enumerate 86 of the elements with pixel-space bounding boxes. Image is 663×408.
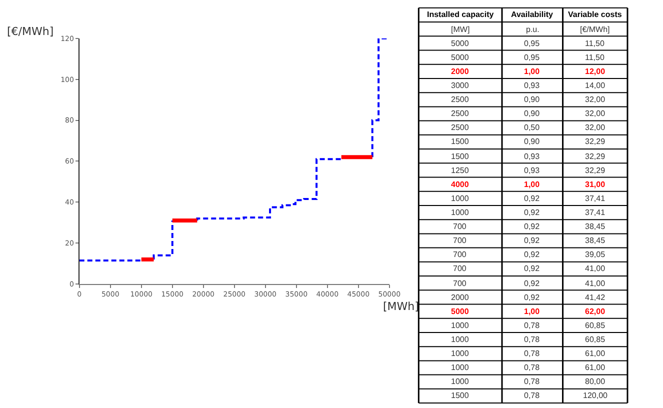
text: 0,78 xyxy=(524,335,540,344)
text: [MW] xyxy=(451,25,470,34)
text: 0,93 xyxy=(524,152,540,161)
text: 1000 xyxy=(451,208,469,217)
text: 4000 xyxy=(451,180,469,189)
text: 5000 xyxy=(451,307,469,316)
text: 11,50 xyxy=(585,39,604,48)
text: 1,00 xyxy=(524,307,540,316)
text: 0,93 xyxy=(524,81,540,90)
text: 1000 xyxy=(451,349,469,358)
text: 37,41 xyxy=(585,194,606,203)
text: 0,78 xyxy=(524,349,540,358)
text: 0,92 xyxy=(524,264,540,273)
text: 0,90 xyxy=(524,137,540,146)
text: 38,45 xyxy=(585,222,606,231)
text: [€/MWh] xyxy=(580,25,610,34)
text: 700 xyxy=(453,279,466,288)
text: 2500 xyxy=(451,95,469,104)
text: 60,85 xyxy=(585,321,606,330)
text: 700 xyxy=(453,236,466,245)
y-axis-title: [€/MWh] xyxy=(7,25,54,38)
text: 1000 xyxy=(451,377,469,386)
text: 1500 xyxy=(451,152,469,161)
text: 11,50 xyxy=(585,53,604,62)
text: 0,95 xyxy=(524,53,540,62)
text: 41,42 xyxy=(585,293,606,302)
text: 1500 xyxy=(451,391,469,400)
text: 2000 xyxy=(451,67,469,76)
text: 31,00 xyxy=(585,180,606,189)
text: 0,92 xyxy=(524,250,540,259)
text: Availability xyxy=(511,10,553,19)
text: 0,92 xyxy=(524,293,540,302)
text: 3000 xyxy=(451,81,469,90)
text: 0,93 xyxy=(524,166,540,175)
text: 2000 xyxy=(451,293,469,302)
text: 1,00 xyxy=(524,67,540,76)
text: 2500 xyxy=(451,109,469,118)
text: 0,78 xyxy=(524,377,540,386)
text: 0,92 xyxy=(524,279,540,288)
text: 0,50 xyxy=(524,123,540,132)
text: 1000 xyxy=(451,194,469,203)
text: 39,05 xyxy=(585,250,606,259)
text: 32,29 xyxy=(585,152,606,161)
text: 38,45 xyxy=(585,236,606,245)
text: 0,78 xyxy=(524,321,540,330)
text: 0,92 xyxy=(524,194,540,203)
text: 700 xyxy=(453,222,466,231)
text: p.u. xyxy=(526,25,540,34)
text: 5000 xyxy=(451,39,469,48)
text: 1500 xyxy=(451,137,469,146)
text: 61,00 xyxy=(585,349,606,358)
text: 700 xyxy=(453,250,466,259)
text: 12,00 xyxy=(585,67,606,76)
text: 0,90 xyxy=(524,109,540,118)
text: 32,00 xyxy=(585,95,606,104)
text: 61,00 xyxy=(585,363,606,372)
text: 0,78 xyxy=(524,391,540,400)
text: 37,41 xyxy=(585,208,606,217)
text: 32,29 xyxy=(585,166,606,175)
text: 1000 xyxy=(451,335,469,344)
x-axis-title: [MWh] xyxy=(383,300,419,313)
text: 0,90 xyxy=(524,95,540,104)
text: 32,00 xyxy=(585,109,606,118)
text: 41,00 xyxy=(585,264,606,273)
text: 1250 xyxy=(451,166,469,175)
text: 2500 xyxy=(451,123,469,132)
text: 60,85 xyxy=(585,335,606,344)
text: 0,92 xyxy=(524,222,540,231)
text: 1000 xyxy=(451,363,469,372)
text: 1,00 xyxy=(524,180,540,189)
text: 32,00 xyxy=(585,123,606,132)
text: 14,00 xyxy=(585,81,606,90)
text: 0,95 xyxy=(524,39,540,48)
text: 32,29 xyxy=(585,137,606,146)
text: 5000 xyxy=(451,53,469,62)
text: 700 xyxy=(453,264,466,273)
text: 0,92 xyxy=(524,236,540,245)
text: 120,00 xyxy=(583,391,608,400)
text: 62,00 xyxy=(585,307,606,316)
text: 1000 xyxy=(451,321,469,330)
text: 80,00 xyxy=(585,377,606,386)
text: 0,78 xyxy=(524,363,540,372)
text: Variable costs xyxy=(568,10,622,19)
text: 0,92 xyxy=(524,208,540,217)
text: 41,00 xyxy=(585,279,606,288)
text: Installed capacity xyxy=(427,10,494,19)
